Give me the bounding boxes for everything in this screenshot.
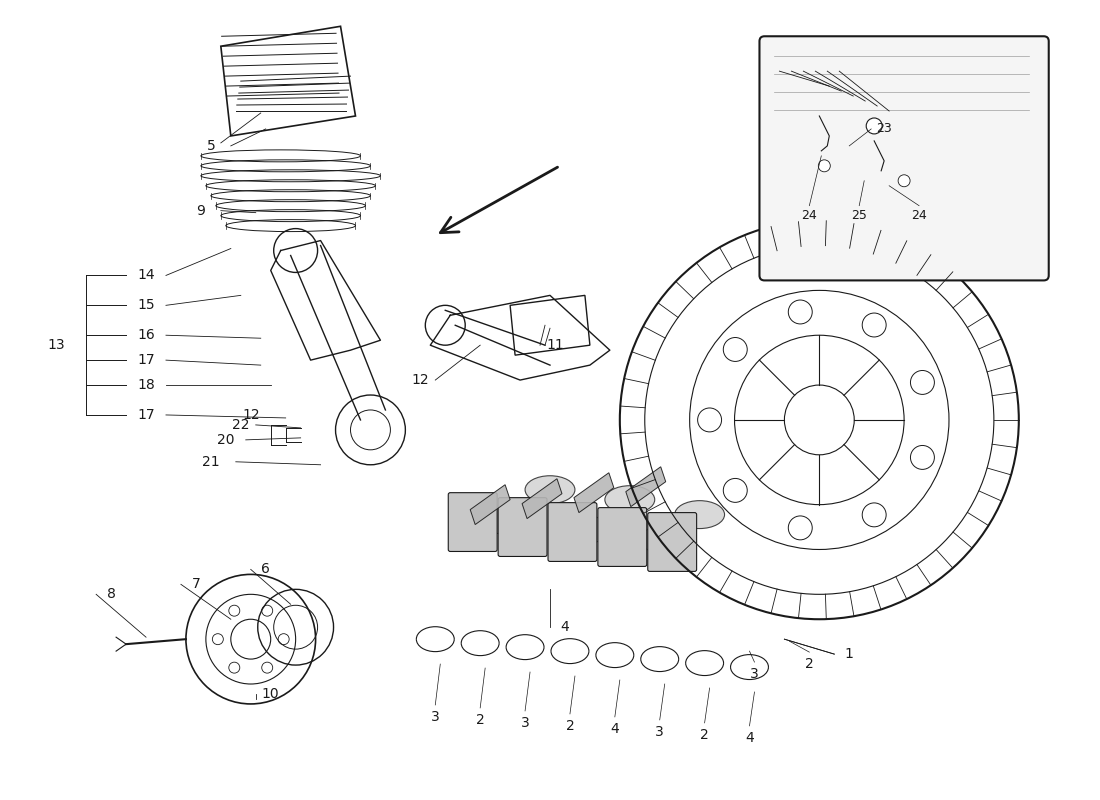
Circle shape bbox=[866, 118, 882, 134]
Circle shape bbox=[278, 634, 289, 645]
Polygon shape bbox=[522, 478, 562, 518]
Ellipse shape bbox=[560, 515, 609, 543]
Text: 7: 7 bbox=[191, 578, 200, 591]
Ellipse shape bbox=[674, 501, 725, 529]
Text: 4: 4 bbox=[745, 731, 754, 745]
Text: 6: 6 bbox=[262, 562, 271, 577]
Text: 17: 17 bbox=[138, 408, 155, 422]
Circle shape bbox=[229, 606, 240, 616]
Circle shape bbox=[212, 634, 223, 645]
Text: 22: 22 bbox=[232, 418, 250, 432]
Text: 2: 2 bbox=[701, 728, 710, 742]
Text: 13: 13 bbox=[47, 338, 65, 352]
Text: 12: 12 bbox=[242, 408, 260, 422]
FancyBboxPatch shape bbox=[648, 513, 696, 571]
Ellipse shape bbox=[605, 486, 654, 514]
Circle shape bbox=[818, 160, 830, 172]
FancyBboxPatch shape bbox=[598, 508, 647, 566]
Text: 23: 23 bbox=[877, 122, 892, 135]
Ellipse shape bbox=[475, 506, 525, 534]
Circle shape bbox=[262, 662, 273, 673]
FancyBboxPatch shape bbox=[548, 502, 597, 562]
Text: 12: 12 bbox=[411, 373, 429, 387]
Text: 14: 14 bbox=[138, 269, 155, 282]
Text: 4: 4 bbox=[610, 722, 619, 736]
Text: 4: 4 bbox=[561, 620, 570, 634]
Text: 16: 16 bbox=[138, 328, 155, 342]
FancyBboxPatch shape bbox=[449, 493, 497, 551]
Text: 3: 3 bbox=[656, 725, 664, 739]
Text: 3: 3 bbox=[431, 710, 440, 724]
Text: 2: 2 bbox=[805, 657, 814, 671]
Text: 2: 2 bbox=[476, 713, 485, 727]
Text: 21: 21 bbox=[202, 454, 220, 469]
Text: 9: 9 bbox=[197, 204, 206, 218]
FancyBboxPatch shape bbox=[759, 36, 1048, 281]
Text: 15: 15 bbox=[138, 298, 155, 312]
Circle shape bbox=[898, 174, 910, 186]
Circle shape bbox=[262, 606, 273, 616]
FancyBboxPatch shape bbox=[498, 498, 547, 557]
Text: 5: 5 bbox=[207, 139, 216, 153]
Circle shape bbox=[229, 662, 240, 673]
Text: 17: 17 bbox=[138, 353, 155, 367]
Text: 3: 3 bbox=[750, 667, 759, 681]
Text: 25: 25 bbox=[851, 209, 867, 222]
Polygon shape bbox=[470, 485, 510, 525]
Text: 3: 3 bbox=[520, 716, 529, 730]
Text: 1: 1 bbox=[845, 647, 854, 661]
Text: 2: 2 bbox=[565, 719, 574, 733]
Text: 18: 18 bbox=[138, 378, 155, 392]
Text: 20: 20 bbox=[217, 433, 234, 447]
Ellipse shape bbox=[525, 476, 575, 504]
Text: 24: 24 bbox=[802, 209, 817, 222]
Ellipse shape bbox=[640, 526, 690, 554]
Polygon shape bbox=[626, 466, 666, 506]
Text: 10: 10 bbox=[262, 687, 279, 701]
Text: 8: 8 bbox=[107, 587, 116, 602]
Text: 11: 11 bbox=[546, 338, 564, 352]
Polygon shape bbox=[574, 473, 614, 513]
Text: 24: 24 bbox=[911, 209, 927, 222]
